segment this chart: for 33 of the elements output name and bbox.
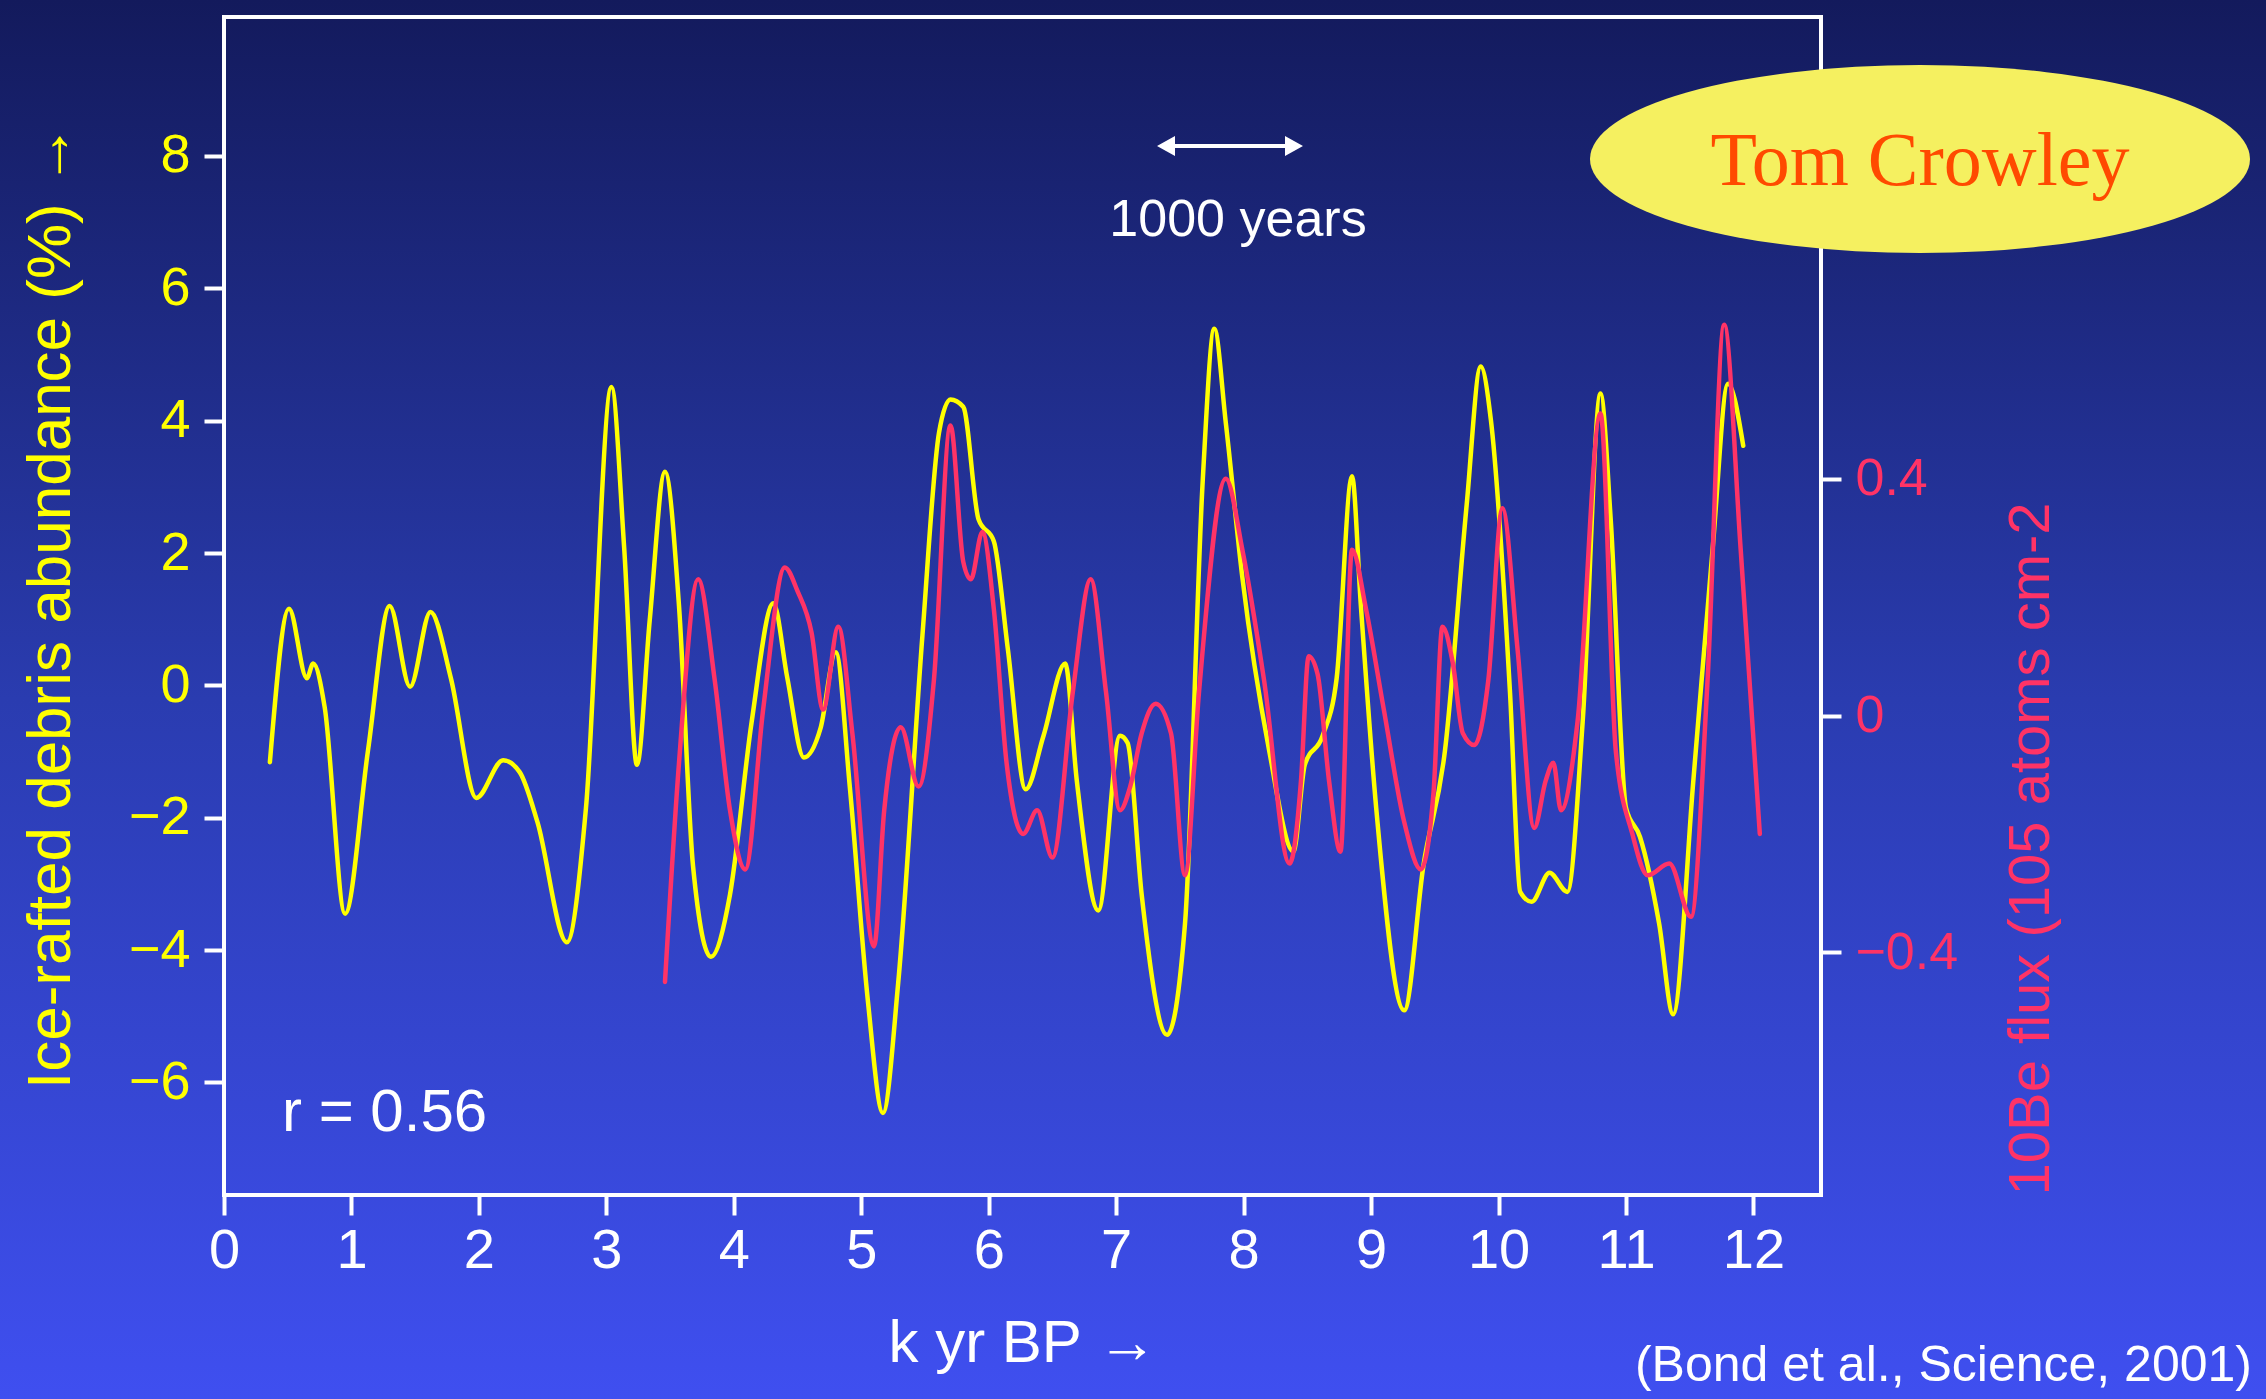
y-tick-label: −6 xyxy=(128,1049,191,1110)
y-tick-label: 0 xyxy=(160,652,191,713)
x-tick-label: 10 xyxy=(1467,1216,1531,1280)
ellipse-label: Tom Crowley xyxy=(1590,65,2250,253)
line-series xyxy=(662,322,1763,985)
x-tick-label: 1 xyxy=(336,1216,368,1280)
x-tick-label: 9 xyxy=(1356,1216,1388,1280)
y2-tick-label: 0.4 xyxy=(1855,448,1928,507)
x-tick-label: 4 xyxy=(718,1216,750,1280)
text: (Bond et al., Science, 2001) xyxy=(1634,1335,2252,1393)
annotation: Tom Crowley xyxy=(1710,115,2130,203)
y-tick-label: 4 xyxy=(160,388,191,449)
y-axis-title: Ice-rafted debris abundance (%) → xyxy=(13,124,83,1089)
y-tick-label: 6 xyxy=(160,255,191,316)
annotation: 1000 years xyxy=(1109,189,1367,247)
x-tick-label: 0 xyxy=(208,1216,241,1280)
x-tick-label: 12 xyxy=(1722,1216,1786,1280)
y-tick-label: −4 xyxy=(128,917,191,978)
x-axis-title: k yr BP → xyxy=(888,1307,1158,1375)
x-tick-label: 11 xyxy=(1597,1216,1656,1280)
y-tick-label: 2 xyxy=(160,520,191,581)
x-tick-label: 6 xyxy=(973,1216,1005,1280)
y-tick-label: −2 xyxy=(128,785,191,846)
x-tick-label: 2 xyxy=(463,1216,495,1280)
y2-tick-label: −0.4 xyxy=(1855,921,1959,980)
y2-axis-title: 10Be flux (105 atoms cm-2 xyxy=(1995,502,2061,1196)
annotation: r = 0.56 xyxy=(282,1077,488,1144)
x-tick-label: 3 xyxy=(591,1216,623,1280)
x-tick-label: 8 xyxy=(1228,1216,1260,1280)
y-tick-label: 8 xyxy=(160,123,191,184)
x-tick-label: 7 xyxy=(1101,1216,1133,1280)
x-tick-label: 5 xyxy=(846,1216,878,1280)
y2-tick-label: 0 xyxy=(1855,685,1885,744)
